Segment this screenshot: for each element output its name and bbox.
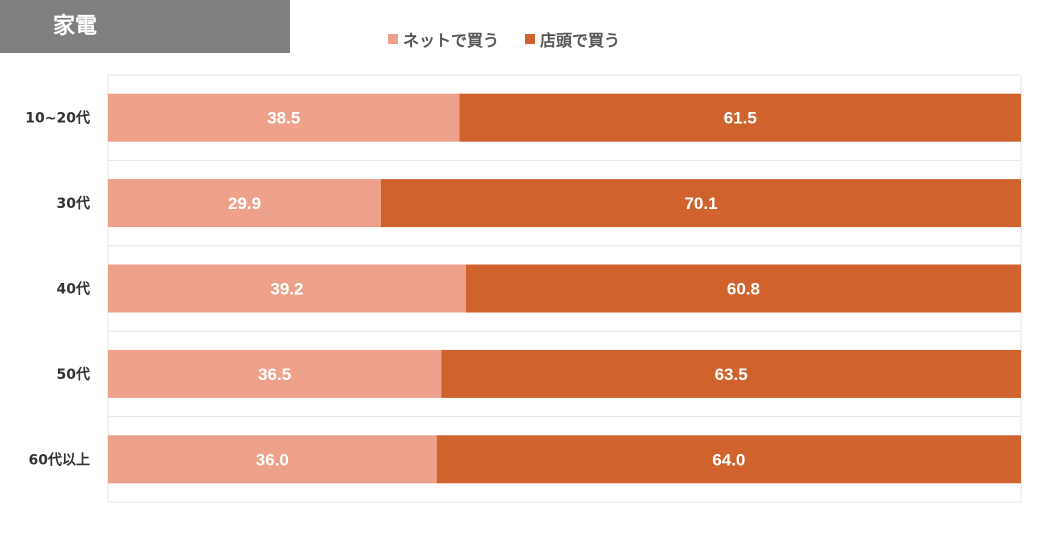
value-label-store: 70.1 (684, 194, 717, 213)
category-label: 40代 (57, 281, 90, 298)
value-label-online: 38.5 (267, 109, 300, 128)
category-label: 30代 (57, 195, 90, 212)
chart-title-box: 家電 (0, 0, 290, 53)
bar-online (108, 349, 442, 398)
bar-online (108, 264, 466, 313)
value-label-store: 64.0 (712, 450, 745, 469)
bar-store (465, 264, 1021, 313)
legend-swatch-online (388, 34, 398, 44)
bar-online (108, 93, 460, 142)
legend-swatch-store (525, 34, 536, 44)
value-label-online: 29.9 (228, 194, 261, 213)
value-label-online: 39.2 (270, 280, 303, 299)
bar-store (380, 179, 1021, 228)
value-label-online: 36.0 (256, 450, 289, 469)
value-label-store: 60.8 (727, 280, 760, 299)
legend-item-online: ネットで買う (388, 27, 499, 51)
category-label: 10~20代 (25, 110, 90, 127)
bar-online (108, 435, 437, 484)
bar-store (436, 435, 1021, 484)
legend: ネットで買う 店頭で買う (388, 26, 646, 52)
value-label-store: 61.5 (724, 109, 757, 128)
legend-item-store: 店頭で買う (525, 27, 620, 51)
value-label-online: 36.5 (258, 365, 291, 384)
chart-title: 家電 (52, 14, 97, 39)
legend-label-store: 店頭で買う (540, 31, 621, 50)
bar-online (108, 179, 381, 228)
bar-store (459, 93, 1021, 142)
category-label: 60代以上 (29, 451, 90, 468)
value-label-store: 63.5 (715, 365, 748, 384)
legend-label-online: ネットで買う (403, 31, 500, 50)
category-label: 50代 (57, 366, 90, 383)
bar-store (441, 349, 1021, 398)
